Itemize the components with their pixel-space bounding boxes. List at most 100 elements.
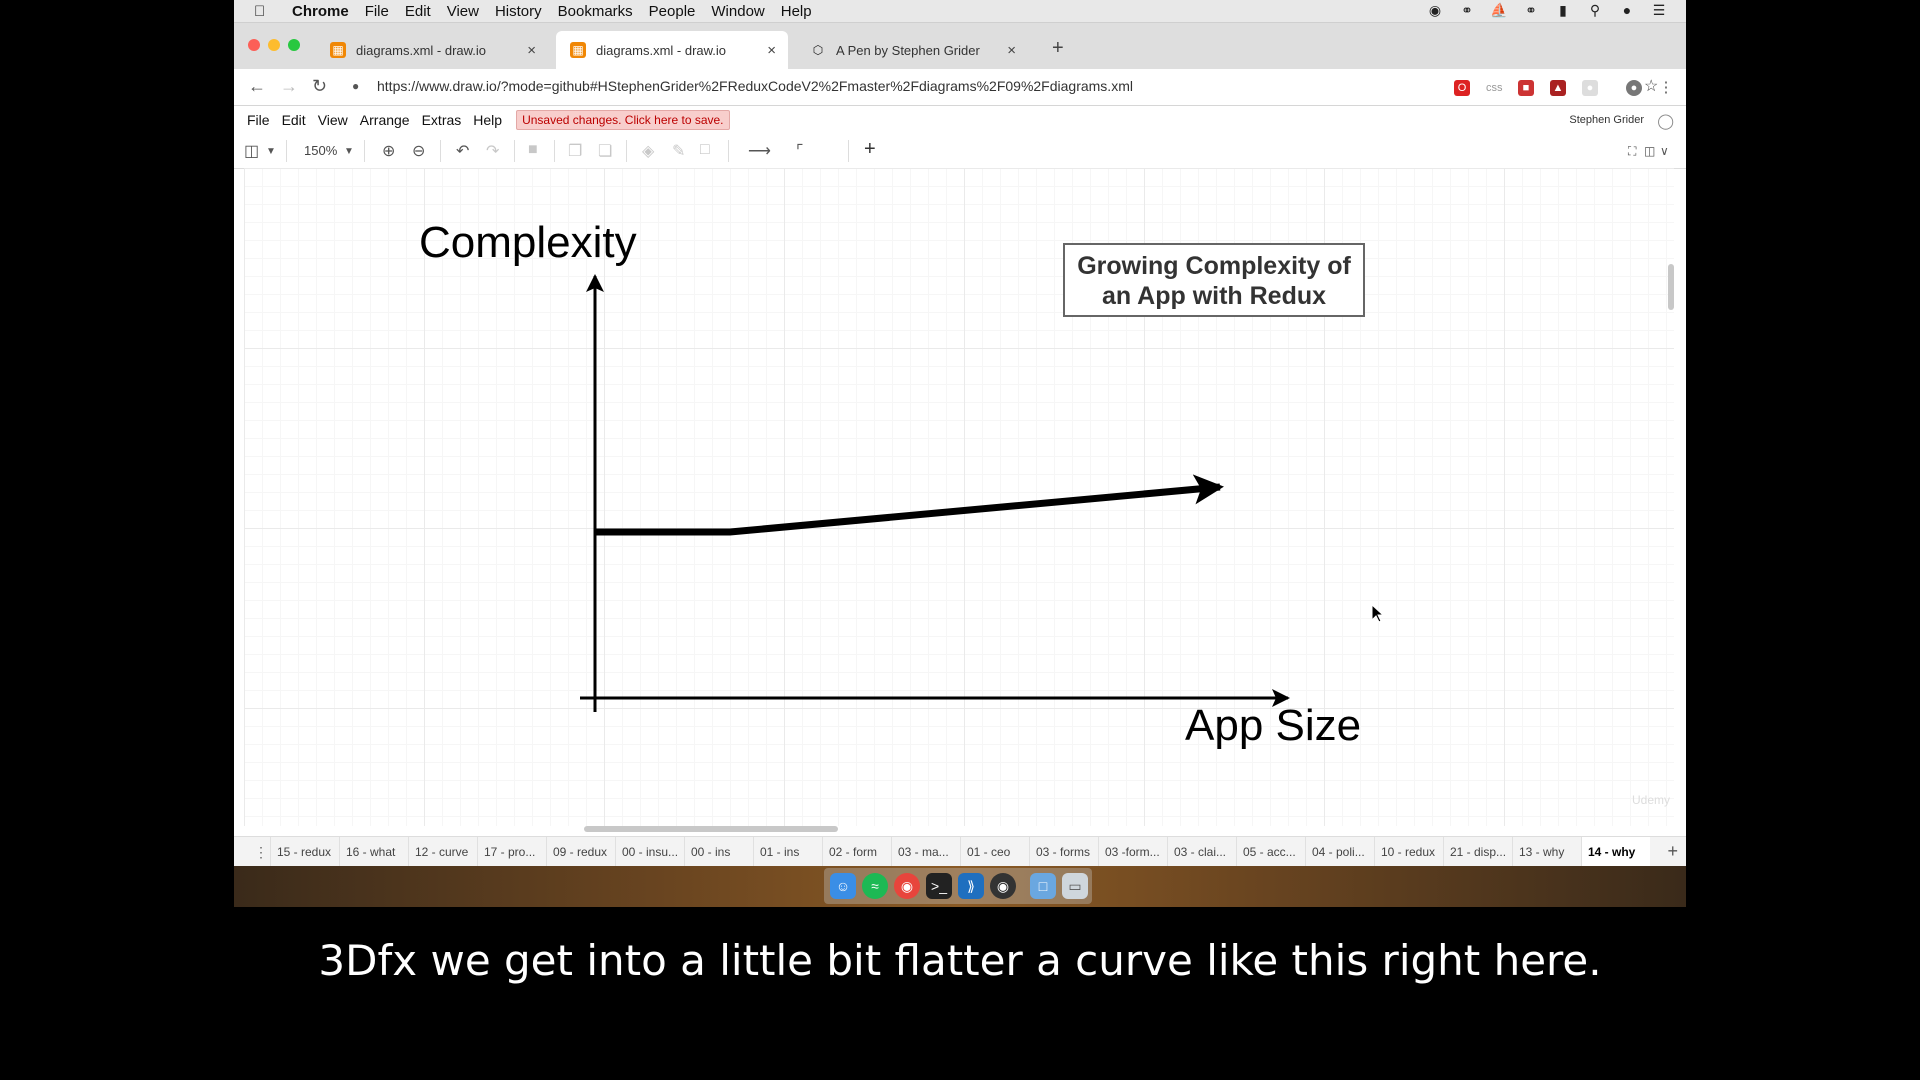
page-tab[interactable]: 02 - form xyxy=(822,837,891,867)
obs-icon[interactable]: ◉ xyxy=(990,873,1016,899)
trash-icon[interactable]: ▭ xyxy=(1062,873,1088,899)
url-text[interactable]: https://www.draw.io/?mode=github#HStephe… xyxy=(377,78,1133,94)
connection-arrow-icon[interactable]: ⟶ xyxy=(748,143,771,160)
battery-icon[interactable]: ▮ xyxy=(1559,2,1567,18)
menu-window[interactable]: Window xyxy=(711,2,765,20)
fill-color-icon[interactable]: ◈ xyxy=(642,143,655,160)
page-tab[interactable]: 14 - why xyxy=(1581,837,1650,867)
drawing-canvas[interactable]: Complexity App Size Growing Complexity o… xyxy=(244,168,1674,832)
page-tab[interactable]: 10 - redux xyxy=(1374,837,1443,867)
omnibox[interactable]: ● https://www.draw.io/?mode=github#HStep… xyxy=(344,73,1664,101)
drawio-menu-extras[interactable]: Extras xyxy=(421,112,462,128)
extension-disabled-icon[interactable]: ● xyxy=(1582,80,1598,96)
close-tab-icon[interactable]: × xyxy=(527,41,536,59)
page-tab[interactable]: 05 - acc... xyxy=(1236,837,1305,867)
back-arrow-icon[interactable]: ← xyxy=(248,76,266,96)
chevron-down-icon[interactable]: ▼ xyxy=(266,146,276,157)
to-back-icon[interactable]: ❏ xyxy=(598,143,613,160)
close-tab-icon[interactable]: × xyxy=(767,41,776,59)
page-tab[interactable]: 00 - insu... xyxy=(615,837,684,867)
browser-tab-1[interactable]: ▦ diagrams.xml - draw.io × xyxy=(316,31,548,69)
siri-icon[interactable]: ● xyxy=(1622,2,1632,18)
menu-history[interactable]: History xyxy=(494,2,542,20)
globe-icon[interactable]: ◯ xyxy=(1657,113,1674,130)
new-tab-button[interactable]: + xyxy=(1052,37,1064,59)
page-tab[interactable]: 16 - what xyxy=(339,837,408,867)
drawio-menu-file[interactable]: File xyxy=(247,112,270,128)
page-tab[interactable]: 01 - ceo xyxy=(960,837,1029,867)
vertical-scrollbar[interactable] xyxy=(1668,264,1674,310)
finder-icon[interactable]: ☺ xyxy=(830,873,856,899)
drawio-menu-arrange[interactable]: Arrange xyxy=(359,112,410,128)
reload-icon[interactable]: ↻ xyxy=(312,76,328,96)
ublock-extension-icon[interactable]: ▲ xyxy=(1550,80,1566,96)
chrome-icon[interactable]: ◉ xyxy=(894,873,920,899)
horizontal-scrollbar[interactable] xyxy=(584,826,838,832)
page-tab[interactable]: 12 - curve xyxy=(408,837,477,867)
menu-people[interactable]: People xyxy=(648,2,696,20)
profile-avatar[interactable]: ● xyxy=(1626,80,1642,96)
forward-arrow-icon[interactable]: → xyxy=(280,76,298,96)
redo-icon[interactable]: ↷ xyxy=(486,143,500,160)
drawio-menu-edit[interactable]: Edit xyxy=(281,112,306,128)
to-front-icon[interactable]: ❐ xyxy=(568,143,583,160)
delete-icon[interactable]: ■ xyxy=(528,141,538,158)
y-axis-label[interactable]: Complexity xyxy=(419,218,637,267)
vscode-icon[interactable]: ⟫ xyxy=(958,873,984,899)
page-tab[interactable]: 15 - redux xyxy=(270,837,339,867)
zoom-window-icon[interactable] xyxy=(288,39,300,51)
bookmark-star-icon[interactable]: ☆ xyxy=(1644,78,1659,95)
x-axis-label[interactable]: App Size xyxy=(1185,701,1362,750)
page-tab[interactable]: 03 -form... xyxy=(1098,837,1167,867)
obs-icon[interactable]: ◉ xyxy=(1428,2,1442,18)
menu-bookmarks[interactable]: Bookmarks xyxy=(557,2,633,20)
unsaved-changes-banner[interactable]: Unsaved changes. Click here to save. xyxy=(516,110,730,130)
drawio-menu-help[interactable]: Help xyxy=(473,112,503,128)
css-extension-icon[interactable]: css xyxy=(1486,80,1503,96)
zoom-in-icon[interactable]: ⊕ xyxy=(382,143,396,160)
page-tab[interactable]: 17 - pro... xyxy=(477,837,546,867)
browser-tab-2[interactable]: ▦ diagrams.xml - draw.io × xyxy=(556,31,788,69)
menu-view[interactable]: View xyxy=(446,2,479,20)
format-panel-icon[interactable]: ◫ xyxy=(244,143,260,160)
apple-icon[interactable]:  xyxy=(254,3,276,20)
line-color-icon[interactable]: ✎ xyxy=(672,143,686,160)
chevron-down-icon[interactable]: ▼ xyxy=(344,146,354,157)
opera-extension-icon[interactable]: O xyxy=(1454,80,1470,96)
terminal-icon[interactable]: >_ xyxy=(926,873,952,899)
zoom-select[interactable]: 150% xyxy=(304,143,338,158)
pages-menu-icon[interactable]: ⋮ xyxy=(254,844,268,860)
page-tab[interactable]: 21 - disp... xyxy=(1443,837,1512,867)
fullscreen-icon[interactable]: ⛶ xyxy=(1628,144,1637,158)
page-tab[interactable]: 03 - forms xyxy=(1029,837,1098,867)
spotlight-search-icon[interactable]: ⚲ xyxy=(1589,2,1601,18)
menu-help[interactable]: Help xyxy=(780,2,812,20)
zoom-out-icon[interactable]: ⊖ xyxy=(412,143,426,160)
notification-list-icon[interactable]: ☰ xyxy=(1652,2,1666,18)
add-page-button[interactable]: + xyxy=(1667,841,1678,861)
format-toggle-icon[interactable]: ◫ xyxy=(1644,144,1656,158)
close-window-icon[interactable] xyxy=(248,39,260,51)
browser-tab-3[interactable]: ⬡ A Pen by Stephen Grider × xyxy=(796,31,1028,69)
chrome-menu-icon[interactable]: ⋮ xyxy=(1658,79,1674,96)
wifi-icon[interactable]: ⚭ xyxy=(1525,2,1537,18)
docker-icon[interactable]: ⛵ xyxy=(1490,2,1508,18)
drawio-menu-view[interactable]: View xyxy=(317,112,348,128)
menu-edit[interactable]: Edit xyxy=(404,2,431,20)
extension-icon[interactable]: ■ xyxy=(1518,80,1534,96)
page-tab[interactable]: 01 - ins xyxy=(753,837,822,867)
complexity-curve-arrow[interactable] xyxy=(595,474,1224,536)
spotify-icon[interactable]: ≈ xyxy=(862,873,888,899)
collapse-chevron-icon[interactable]: ∨ xyxy=(1660,144,1669,158)
page-tab[interactable]: 00 - ins xyxy=(684,837,753,867)
waypoints-icon[interactable]: ⌜ xyxy=(796,143,804,160)
insert-plus-icon[interactable]: + xyxy=(864,138,876,160)
user-menu[interactable]: Stephen Grider xyxy=(1569,114,1644,126)
page-tab[interactable]: 04 - poli... xyxy=(1305,837,1374,867)
page-tab[interactable]: 13 - why xyxy=(1512,837,1581,867)
page-tab[interactable]: 03 - ma... xyxy=(891,837,960,867)
menu-file[interactable]: File xyxy=(364,2,389,20)
close-tab-icon[interactable]: × xyxy=(1007,41,1016,59)
shadow-icon[interactable]: □ xyxy=(700,141,710,158)
glasses-icon[interactable]: ⚭ xyxy=(1461,2,1473,18)
